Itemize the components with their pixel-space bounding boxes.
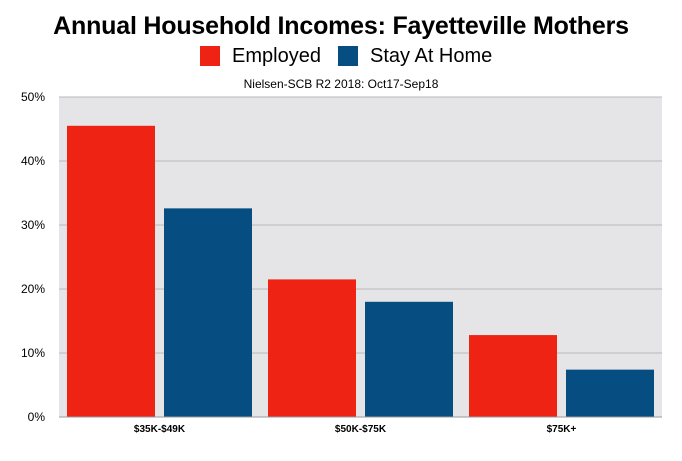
bar-employed <box>268 279 356 417</box>
plot-background <box>59 97 662 417</box>
legend-swatch-employed <box>200 46 220 66</box>
y-tick-label: 20% <box>21 282 45 296</box>
bar-stay-at-home <box>164 208 252 417</box>
y-tick-label: 10% <box>21 346 45 360</box>
legend: Employed Stay At Home <box>0 44 682 68</box>
y-tick-label: 30% <box>21 218 45 232</box>
legend-label-employed: Employed <box>232 44 321 67</box>
bar-employed <box>469 335 557 417</box>
y-tick-label: 40% <box>21 154 45 168</box>
legend-swatch-stay-at-home <box>338 46 358 66</box>
chart-subtitle: Nielsen-SCB R2 2018: Oct17-Sep18 <box>243 77 439 91</box>
x-tick-label: $75K+ <box>547 424 577 435</box>
bar-stay-at-home <box>566 369 654 417</box>
legend-label-stay-at-home: Stay At Home <box>370 44 493 67</box>
legend-item-employed: Employed <box>200 44 321 68</box>
bar-stay-at-home <box>365 301 453 417</box>
bar-employed <box>67 125 155 418</box>
legend-item-stay-at-home: Stay At Home <box>338 44 492 68</box>
y-tick-label: 50% <box>21 90 45 104</box>
x-tick-label: $35K-$49K <box>134 424 186 435</box>
y-tick-label: 0% <box>28 410 46 424</box>
x-tick-label: $50K-$75K <box>335 424 387 435</box>
chart-title: Annual Household Incomes: Fayetteville M… <box>53 12 629 40</box>
